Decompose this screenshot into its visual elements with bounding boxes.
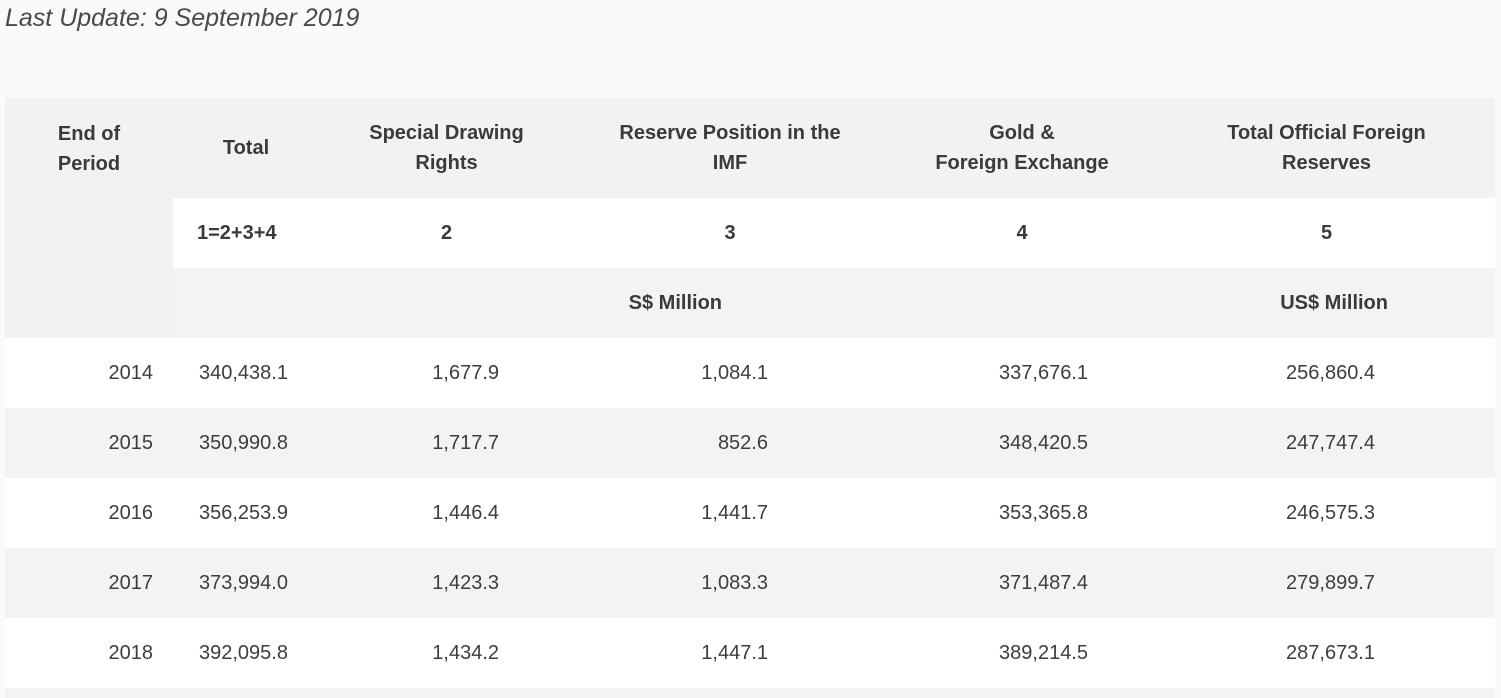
header-sdr-line1: Special Drawing (369, 122, 524, 144)
cell-imf: 1,083.3 (574, 548, 886, 618)
unit-spacer (886, 268, 1158, 338)
units-row: S$ Million US$ Million (5, 268, 1495, 338)
reserves-table: End of Period Total Special Drawing Righ… (5, 98, 1495, 688)
cell-tofr: 287,673.1 (1158, 618, 1495, 688)
header-imf-line2: IMF (712, 152, 748, 174)
index-cell: 5 (1158, 198, 1495, 268)
header-sdr-line2: Rights (415, 152, 478, 174)
header-total-label: Total (222, 137, 270, 159)
table-row: 2014 340,438.1 1,677.9 1,084.1 337,676.1… (5, 338, 1495, 408)
header-gold-line2: Foreign Exchange (935, 152, 1109, 174)
cell-imf: 1,447.1 (574, 618, 886, 688)
cell-tofr: 279,899.7 (1158, 548, 1495, 618)
cell-gold: 389,214.5 (886, 618, 1158, 688)
cell-year: 2016 (5, 478, 173, 548)
header-tofr-line2: Reserves (1282, 152, 1371, 174)
unit-usd-million: US$ Million (1158, 268, 1495, 338)
cell-tofr: 246,575.3 (1158, 478, 1495, 548)
cell-total: 340,438.1 (173, 338, 319, 408)
cell-total: 350,990.8 (173, 408, 319, 478)
table-row: 2018 392,095.8 1,434.2 1,447.1 389,214.5… (5, 618, 1495, 688)
table-row: 2016 356,253.9 1,446.4 1,441.7 353,365.8… (5, 478, 1495, 548)
unit-spacer (173, 268, 319, 338)
cell-tofr: 256,860.4 (1158, 338, 1495, 408)
index-cell: 4 (886, 198, 1158, 268)
cell-sdr: 1,717.7 (319, 408, 574, 478)
unit-spacer (319, 268, 574, 338)
header-gold-line1: Gold & (989, 122, 1055, 144)
header-sdr: Special Drawing Rights (319, 98, 574, 198)
header-period-line1: End of (57, 123, 121, 145)
cell-imf: 1,084.1 (574, 338, 886, 408)
header-imf: Reserve Position in the IMF (574, 98, 886, 198)
cell-gold: 353,365.8 (886, 478, 1158, 548)
cell-imf: 852.6 (574, 408, 886, 478)
unit-sgd-million: S$ Million (574, 268, 886, 338)
cell-total: 356,253.9 (173, 478, 319, 548)
header-period-line2: Period (57, 153, 121, 175)
last-update-text: Last Update: 9 September 2019 (5, 4, 360, 32)
cell-year: 2017 (5, 548, 173, 618)
cell-sdr: 1,423.3 (319, 548, 574, 618)
cell-total: 373,994.0 (173, 548, 319, 618)
cell-imf: 1,441.7 (574, 478, 886, 548)
index-cell: 1=2+3+4 (173, 198, 319, 268)
header-tofr: Total Official Foreign Reserves (1158, 98, 1495, 198)
cell-year: 2015 (5, 408, 173, 478)
cell-total: 392,095.8 (173, 618, 319, 688)
table-bottom-strip (5, 688, 1495, 698)
cell-sdr: 1,446.4 (319, 478, 574, 548)
header-gold: Gold & Foreign Exchange (886, 98, 1158, 198)
cell-year: 2014 (5, 338, 173, 408)
header-row: End of Period Total Special Drawing Righ… (5, 98, 1495, 338)
index-cell: 3 (574, 198, 886, 268)
header-total: Total (173, 98, 319, 198)
index-row: 1=2+3+4 2 3 4 5 (5, 198, 1495, 268)
header-tofr-line1: Total Official Foreign (1227, 122, 1426, 144)
header-end-of-period: End of Period (5, 98, 173, 338)
cell-tofr: 247,747.4 (1158, 408, 1495, 478)
header-imf-line1: Reserve Position in the (619, 122, 841, 144)
cell-sdr: 1,677.9 (319, 338, 574, 408)
index-cell: 2 (319, 198, 574, 268)
cell-gold: 348,420.5 (886, 408, 1158, 478)
cell-gold: 371,487.4 (886, 548, 1158, 618)
cell-gold: 337,676.1 (886, 338, 1158, 408)
table-row: 2015 350,990.8 1,717.7 852.6 348,420.5 2… (5, 408, 1495, 478)
cell-sdr: 1,434.2 (319, 618, 574, 688)
table-row: 2017 373,994.0 1,423.3 1,083.3 371,487.4… (5, 548, 1495, 618)
cell-year: 2018 (5, 618, 173, 688)
